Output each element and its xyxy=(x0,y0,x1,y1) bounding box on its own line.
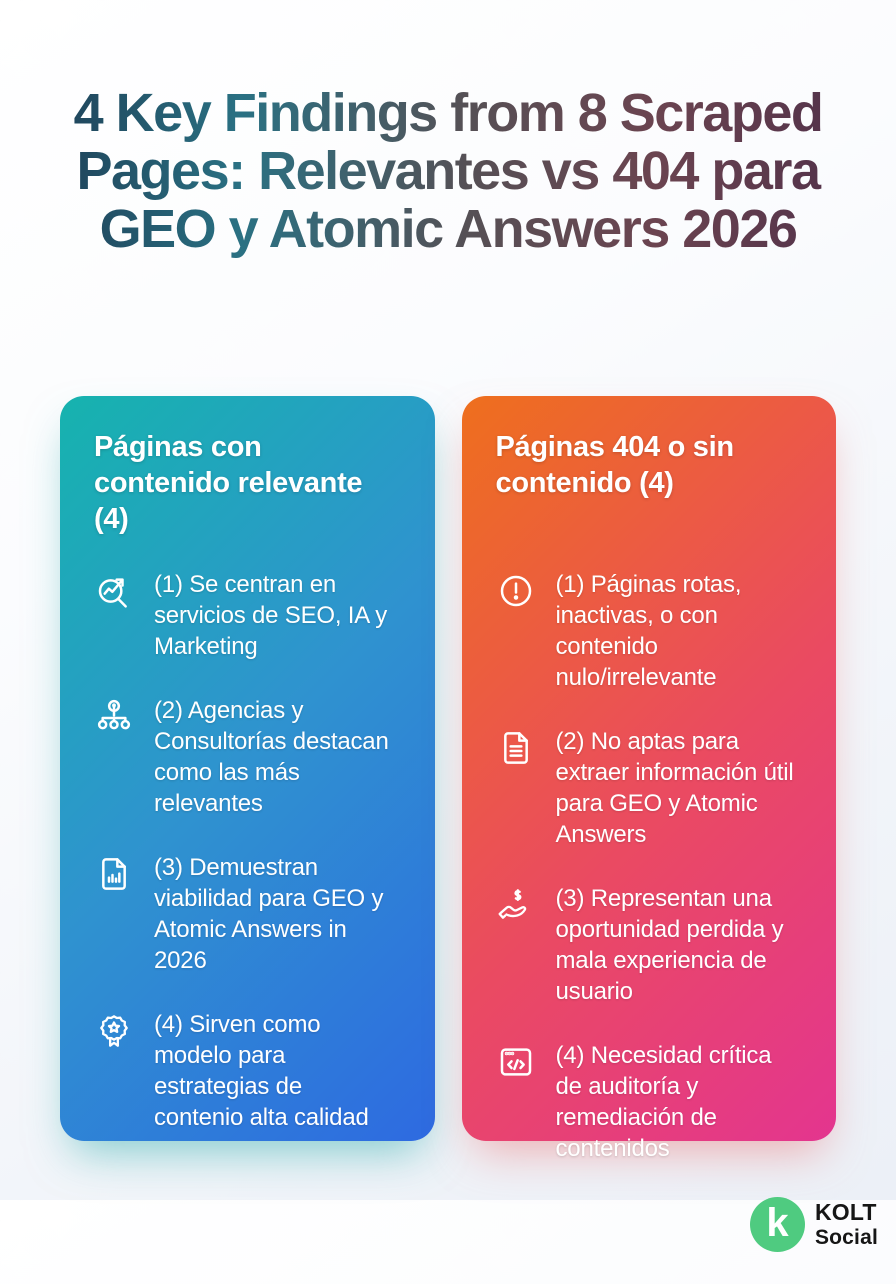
trend-magnifier-icon xyxy=(94,571,134,611)
list-item-text: (2) No aptas para extraer información út… xyxy=(555,728,794,848)
list-item: (2) Agencias y Consultorías destacan com… xyxy=(94,695,401,819)
hierarchy-icon xyxy=(94,697,134,737)
award-badge-icon xyxy=(94,1011,134,1051)
notfound-pages-card: Páginas 404 o sin contenido (4) (1) Pági… xyxy=(461,396,836,1162)
infographic-poster: 4 Key Findings from 8 Scraped Pages: Rel… xyxy=(0,84,896,1284)
brand-logo: k KOLT Social xyxy=(749,1197,878,1252)
notfound-card-heading: Páginas 404 o sin contenido (4) xyxy=(495,431,735,499)
alert-circle-icon xyxy=(496,571,536,611)
list-item-text: (3) Representan una oportunidad perdida … xyxy=(555,885,784,1005)
list-item-text: (2) Agencias y Consultorías destacan com… xyxy=(154,697,389,817)
page-title-line: 4 Key Findings from 8 Scraped xyxy=(73,83,823,143)
notfound-card-list: (1) Páginas rotas, inactivas, o con cont… xyxy=(496,569,803,1164)
brand-sub: Social xyxy=(814,1226,878,1249)
list-item-text: (4) Necesidad crítica de auditoría y rem… xyxy=(555,1042,772,1162)
list-item: (1) Páginas rotas, inactivas, o con cont… xyxy=(496,569,803,693)
relevant-card-heading: Páginas con contenido relevante (4) xyxy=(94,431,363,535)
page-title-line: GEO y Atomic Answers 2026 xyxy=(99,199,797,259)
list-item-text: (3) Demuestran viabilidad para GEO y Ato… xyxy=(154,854,384,974)
list-item: (4) Sirven como modelo para estrategias … xyxy=(94,1009,401,1133)
code-window-icon xyxy=(496,1042,536,1082)
brand-text: KOLT Social xyxy=(815,1199,878,1250)
brand-name: KOLT xyxy=(814,1199,877,1225)
kolt-logo-icon: k xyxy=(749,1197,805,1252)
relevant-card-list: (1) Se centran en servicios de SEO, IA y… xyxy=(94,569,401,1133)
document-chart-icon xyxy=(94,854,134,894)
hand-dollar-icon xyxy=(496,885,536,925)
list-item: (4) Necesidad crítica de auditoría y rem… xyxy=(496,1040,803,1164)
list-item: (3) Demuestran viabilidad para GEO y Ato… xyxy=(94,852,401,976)
list-item-text: (1) Páginas rotas, inactivas, o con cont… xyxy=(555,571,742,691)
document-lines-icon xyxy=(496,728,536,768)
page-title: 4 Key Findings from 8 Scraped Pages: Rel… xyxy=(18,84,878,258)
relevant-pages-card: Páginas con contenido relevante (4) (1) … xyxy=(60,396,435,1141)
list-item: (3) Representan una oportunidad perdida … xyxy=(496,883,803,1007)
logo-letter: k xyxy=(766,1200,789,1245)
list-item: (1) Se centran en servicios de SEO, IA y… xyxy=(94,569,401,662)
list-item-text: (1) Se centran en servicios de SEO, IA y… xyxy=(154,571,388,660)
list-item: (2) No aptas para extraer información út… xyxy=(496,726,803,850)
list-item-text: (4) Sirven como modelo para estrategias … xyxy=(154,1011,369,1131)
comparison-cards: Páginas con contenido relevante (4) (1) … xyxy=(60,396,836,1162)
page-title-line: Pages: Relevantes vs 404 para xyxy=(76,141,820,201)
